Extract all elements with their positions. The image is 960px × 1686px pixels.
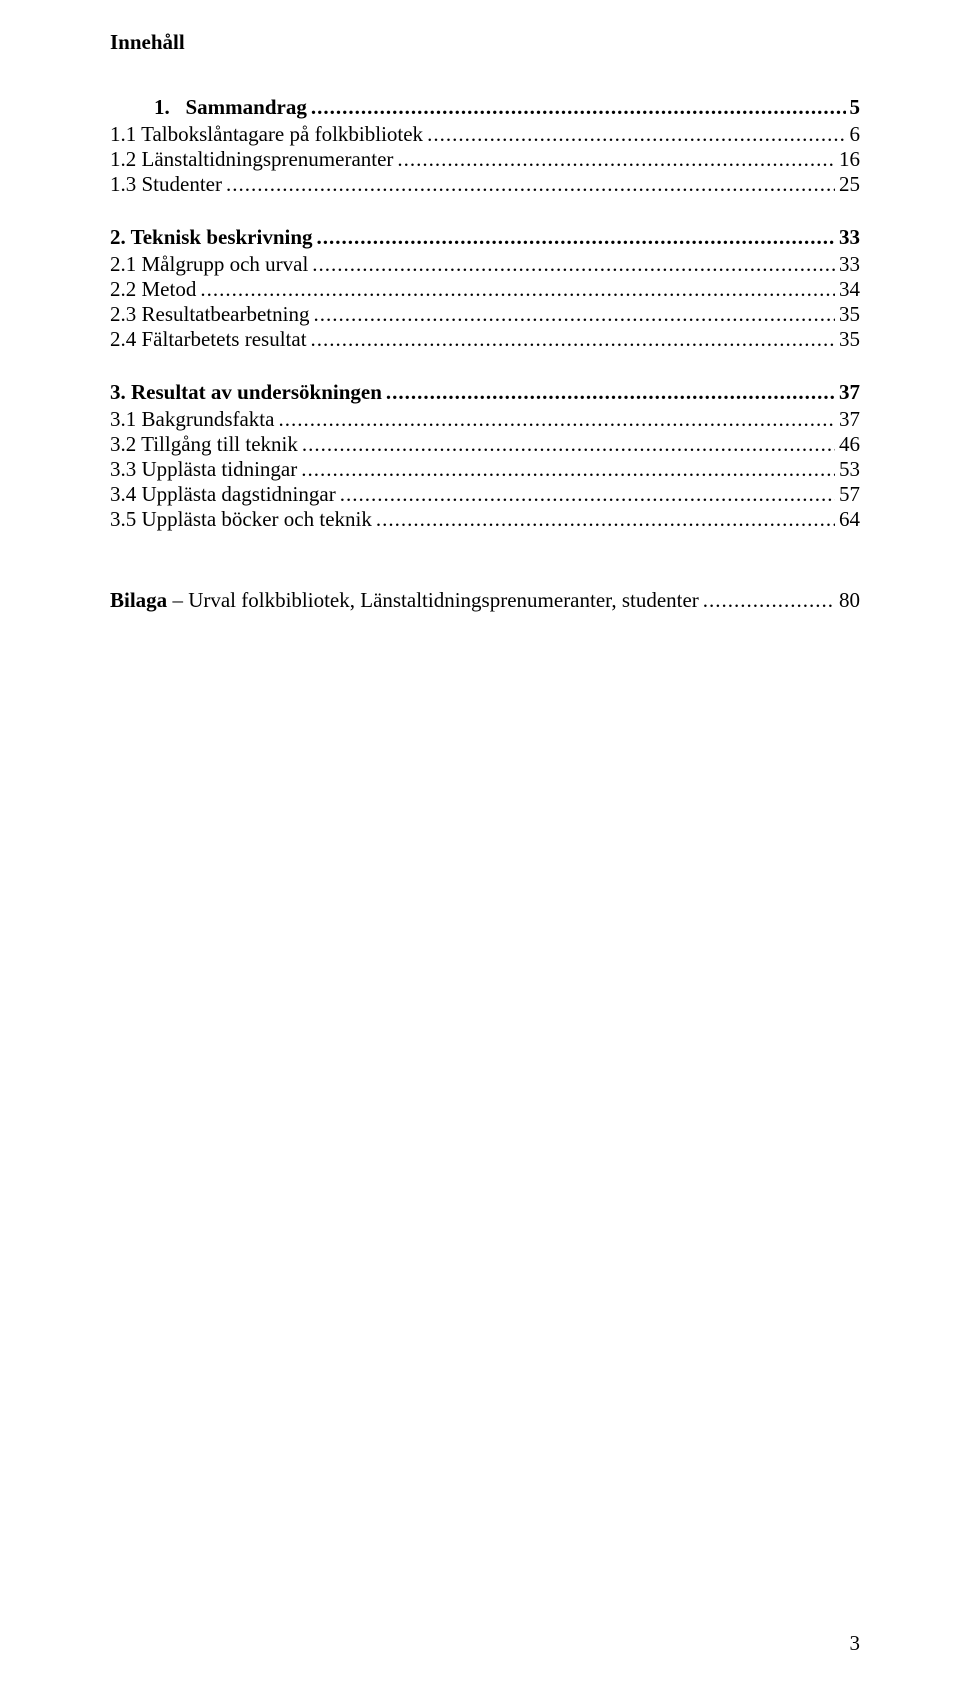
toc-sub-page: 64 [839,507,860,532]
toc-sub-label: 2.1 Målgrupp och urval [110,252,308,277]
page-number: 3 [850,1631,861,1656]
toc-section-3-page: 37 [839,380,860,405]
toc-dots [313,302,835,327]
toc-bilaga-page: 80 [839,588,860,613]
toc-sub-label: 3.2 Tillgång till teknik [110,432,298,457]
toc-sub-page: 35 [839,327,860,352]
toc-sub-2-4: 2.4 Fältarbetets resultat 35 [110,327,860,352]
toc-bilaga: Bilaga – Urval folkbibliotek, Länstaltid… [110,588,860,613]
toc-sub-page: 33 [839,252,860,277]
toc-sub-label: 1.3 Studenter [110,172,222,197]
toc-sub-2-1: 2.1 Målgrupp och urval 33 [110,252,860,277]
toc-section-3: 3. Resultat av undersökningen 37 [110,380,860,405]
toc-sub-label: 3.3 Upplästa tidningar [110,457,297,482]
toc-dots [376,507,835,532]
toc-section-2-page: 33 [839,225,860,250]
toc-sub-3-1: 3.1 Bakgrundsfakta 37 [110,407,860,432]
toc-sub-2-2: 2.2 Metod 34 [110,277,860,302]
toc-sub-page: 6 [850,122,861,147]
toc-sub-label: 3.4 Upplästa dagstidningar [110,482,336,507]
toc-sub-3-4: 3.4 Upplästa dagstidningar 57 [110,482,860,507]
toc-sub-3-2: 3.2 Tillgång till teknik 46 [110,432,860,457]
toc-dots [311,95,846,120]
toc-section-1-page: 5 [850,95,861,120]
toc-dots [200,277,835,302]
toc-sub-3-3: 3.3 Upplästa tidningar 53 [110,457,860,482]
toc-dots [397,147,835,172]
toc-sub-page: 34 [839,277,860,302]
toc-dots [278,407,835,432]
toc-section-3-label: 3. Resultat av undersökningen [110,380,382,405]
toc-heading: Innehåll [110,30,860,55]
toc-sub-page: 46 [839,432,860,457]
toc-list: 1. Sammandrag 5 1.1 Talbokslåntagare på … [110,95,860,613]
toc-dots [340,482,835,507]
toc-sub-1-2: 1.2 Länstaltidningsprenumeranter 16 [110,147,860,172]
toc-sub-1-1: 1.1 Talbokslåntagare på folkbibliotek 6 [110,122,860,147]
toc-dots [226,172,835,197]
toc-sub-label: 2.3 Resultatbearbetning [110,302,309,327]
toc-sub-label: 2.2 Metod [110,277,196,302]
toc-dots [427,122,845,147]
toc-sub-page: 16 [839,147,860,172]
toc-sub-page: 57 [839,482,860,507]
toc-dots [301,457,835,482]
toc-sub-page: 53 [839,457,860,482]
toc-dots [317,225,835,250]
toc-sub-page: 37 [839,407,860,432]
toc-sub-label: 1.2 Länstaltidningsprenumeranter [110,147,393,172]
toc-sub-3-5: 3.5 Upplästa böcker och teknik 64 [110,507,860,532]
toc-section-1-label: 1. Sammandrag [154,95,307,120]
toc-bilaga-label: Bilaga – Urval folkbibliotek, Länstaltid… [110,588,699,613]
toc-sub-label: 2.4 Fältarbetets resultat [110,327,307,352]
toc-section-2: 2. Teknisk beskrivning 33 [110,225,860,250]
toc-dots [386,380,835,405]
toc-sub-1-3: 1.3 Studenter 25 [110,172,860,197]
toc-dots [311,327,835,352]
toc-section-2-label: 2. Teknisk beskrivning [110,225,313,250]
toc-section-1: 1. Sammandrag 5 [110,95,860,120]
toc-sub-page: 25 [839,172,860,197]
toc-dots [703,588,835,613]
toc-sub-label: 3.5 Upplästa böcker och teknik [110,507,372,532]
toc-sub-2-3: 2.3 Resultatbearbetning 35 [110,302,860,327]
toc-sub-label: 1.1 Talbokslåntagare på folkbibliotek [110,122,423,147]
toc-dots [312,252,835,277]
toc-sub-label: 3.1 Bakgrundsfakta [110,407,274,432]
toc-sub-page: 35 [839,302,860,327]
toc-dots [302,432,835,457]
